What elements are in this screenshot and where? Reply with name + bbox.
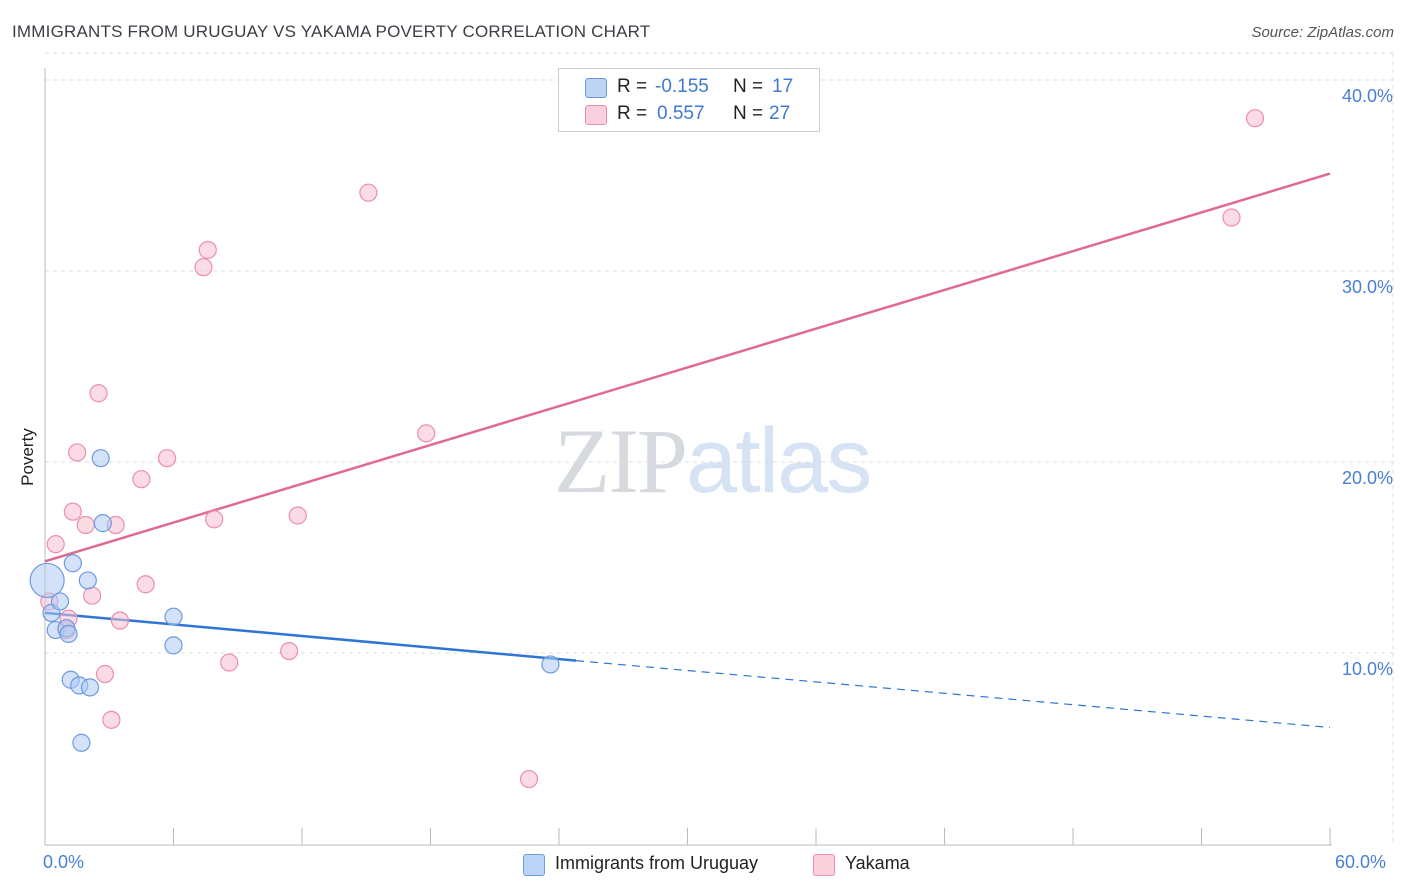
trend-line-uruguay <box>44 611 577 662</box>
point-yakama-16 <box>194 258 213 277</box>
point-yakama-21 <box>288 506 307 525</box>
point-yakama-5 <box>68 443 87 462</box>
point-uruguay-6 <box>63 554 82 573</box>
point-uruguay-8 <box>91 449 110 468</box>
point-yakama-23 <box>417 424 436 443</box>
point-uruguay-12 <box>80 678 100 697</box>
point-uruguay-0 <box>29 562 65 599</box>
point-uruguay-9 <box>93 514 112 533</box>
point-yakama-17 <box>198 240 217 260</box>
bottom-legend-swatch-blue <box>523 854 545 876</box>
legend-n-value: 27 <box>769 103 791 124</box>
point-uruguay-15 <box>164 636 183 655</box>
points-layer <box>29 109 1265 789</box>
legend-n-key: N = <box>733 103 764 124</box>
y-tick-label-10: 10.0% <box>1341 659 1393 679</box>
point-yakama-20 <box>280 641 299 661</box>
point-yakama-7 <box>83 586 102 605</box>
point-yakama-15 <box>157 449 177 468</box>
x-tick-label-min: 0.0% <box>43 852 85 872</box>
legend: R = -0.155 N = 17 R = 0.557 N = 27 <box>558 68 820 132</box>
chart-title: IMMIGRANTS FROM URUGUAY VS YAKAMA POVERT… <box>12 22 651 41</box>
bottom-legend-swatch-pink <box>813 854 835 876</box>
point-yakama-18 <box>205 510 224 529</box>
point-yakama-19 <box>220 653 239 672</box>
point-yakama-22 <box>359 183 378 202</box>
grid-layer <box>45 52 1394 845</box>
bottom-legend-label: Yakama <box>845 853 910 873</box>
point-uruguay-5 <box>59 624 78 644</box>
y-tick-label-30: 30.0% <box>1341 277 1393 297</box>
y-tick-label-40: 40.0% <box>1341 86 1393 106</box>
point-uruguay-16 <box>541 655 560 674</box>
point-yakama-14 <box>136 575 155 594</box>
axis-layer <box>44 68 1332 846</box>
point-uruguay-14 <box>164 607 183 626</box>
y-tick-label-20: 20.0% <box>1341 468 1393 488</box>
legend-r-key: R = <box>617 103 648 124</box>
point-yakama-12 <box>110 611 130 630</box>
legend-swatch-pink <box>585 105 607 125</box>
y-axis-label: Poverty <box>18 428 37 486</box>
point-yakama-6 <box>76 515 95 535</box>
legend-n-key: N = <box>733 76 764 97</box>
watermark-zip: ZIP <box>554 410 688 512</box>
point-yakama-10 <box>102 710 121 729</box>
trend-line-uruguay-extrapolated <box>576 660 1331 729</box>
point-yakama-9 <box>95 664 115 684</box>
point-yakama-26 <box>1245 109 1265 128</box>
bottom-legend-label: Immigrants from Uruguay <box>555 853 759 873</box>
legend-r-value: 0.557 <box>657 103 705 124</box>
point-yakama-1 <box>46 535 65 554</box>
bottom-legend: Immigrants from Uruguay Yakama <box>0 852 1406 878</box>
point-uruguay-7 <box>78 571 97 590</box>
point-yakama-24 <box>519 769 539 789</box>
point-yakama-4 <box>63 502 82 521</box>
trend-line-yakama <box>44 172 1331 563</box>
point-yakama-13 <box>132 470 151 489</box>
watermark-atlas: atlas <box>686 410 872 512</box>
watermark: ZIPatlas <box>554 408 872 514</box>
trend-layer <box>44 172 1331 729</box>
legend-n-value: 17 <box>772 76 794 97</box>
legend-r-value: -0.155 <box>655 76 709 97</box>
point-uruguay-13 <box>72 733 91 752</box>
point-yakama-25 <box>1222 208 1241 227</box>
chart-source: Source: ZipAtlas.com <box>1251 24 1394 41</box>
legend-r-key: R = <box>617 76 648 97</box>
point-yakama-8 <box>89 384 108 403</box>
x-tick-label-max: 60.0% <box>1335 852 1387 872</box>
point-uruguay-2 <box>50 592 70 611</box>
legend-swatch-blue <box>585 78 607 98</box>
